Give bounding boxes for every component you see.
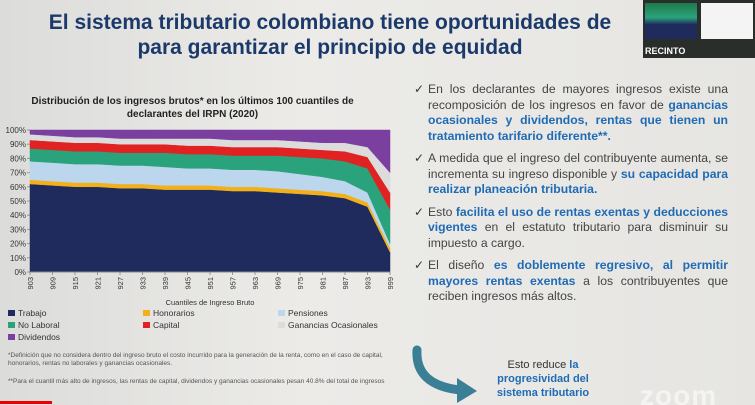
y-tick-label: 90% [10,140,26,149]
text: El diseño [428,258,494,272]
thumb-image [701,3,753,39]
bold-text: su capacidad para realizar planeación tr… [428,166,728,197]
bullet: ✓ El diseño es doblemente regresivo, al p… [414,258,728,305]
bullet: ✓ Esto facilita el uso de rentas exentas … [414,205,728,252]
y-tick-label: 30% [10,225,26,234]
x-tick-label: 981 [319,277,328,290]
x-tick-label: 987 [341,277,350,290]
thumb-image [645,3,697,39]
x-tick-label: 975 [296,277,305,290]
progress-bar[interactable] [0,401,52,404]
y-tick-label: 60% [10,183,26,192]
text: Esto reduce [507,359,570,371]
legend-swatch [8,310,15,316]
bold-text: facilita el uso de rentas exentas y dedu… [428,204,728,235]
check-icon: ✓ [414,82,425,96]
legend-label: Honorarios [153,308,195,318]
bold-text: ganancias ocasionales y dividendos, rent… [428,97,728,143]
text: Esto [428,204,456,219]
arrow [412,345,477,403]
y-tick-label: 80% [10,154,26,163]
legend-label: Pensiones [288,308,328,318]
legend-swatch [8,322,15,328]
x-tick-label: 903 [26,277,35,290]
chart-title: Distribución de los ingresos brutos* en … [31,96,354,120]
legend-swatch [143,322,150,328]
x-axis-label: Cuantiles de Ingreso Bruto [166,298,255,307]
y-tick-label: 0% [14,268,26,277]
bullet: ✓ En los declarantes de mayores ingresos … [414,82,728,144]
legend-label: Capital [153,320,180,330]
watermark: zoom [640,380,718,405]
bullet-list: ✓ En los declarantes de mayores ingresos … [414,82,728,312]
text: En los declarantes de mayores ingresos e… [428,82,728,112]
legend-swatch [8,334,15,340]
legend-swatch [278,310,285,316]
legend-label: Dividendos [18,332,60,342]
x-tick-label: 999 [386,277,395,290]
chart: 0% 10% 20% 30% 40% 50% 60% 70% 80% 90% 100% 903 909 9… [6,126,395,342]
title-line: para garantizar el principio de equidad [137,36,523,59]
x-tick-label: 939 [161,277,170,290]
area [29,129,391,174]
video-thumbnail[interactable]: RECINTO [643,0,755,58]
y-tick-label: 20% [10,240,26,249]
x-tick-label: 909 [49,277,58,290]
y-tick-label: 40% [10,211,26,220]
legend-swatch [278,322,285,328]
x-tick-label: 921 [94,277,103,290]
text: A medida que el ingreso del contribuyent… [428,151,728,181]
check-icon: ✓ [414,151,425,165]
thumb-label: RECINTO [645,46,686,56]
x-tick-label: 933 [139,277,148,290]
legend-swatch [143,310,150,316]
y-tick-label: 50% [10,197,26,206]
y-tick-label: 70% [10,169,26,178]
y-tick-label: 100% [6,126,26,135]
bold-text: es doblemente regresivo, al permitir may… [428,258,728,288]
footnote: **Para el cuantil más alto de ingresos, … [8,378,385,385]
bullet: ✓ A medida que el ingreso del contribuyen… [414,151,728,198]
text: en el estatuto tributario para disminuir… [428,220,728,250]
x-tick-label: 927 [116,277,125,290]
check-icon: ✓ [414,204,425,219]
slide-title: El sistema tributario colombiano tiene o… [30,10,630,60]
x-tick-label: 945 [184,277,193,290]
legend-label: Trabajo [18,308,47,318]
x-tick-label: 951 [206,277,215,290]
callout: Esto reduce la progresividad del sistema… [478,358,608,400]
text: a los contribuyentes que reciben ingreso… [428,273,728,304]
x-tick-label: 915 [71,277,80,290]
x-tick-label: 993 [364,277,373,290]
bold-text: la progresividad del sistema tributario [496,359,590,399]
legend-label: No Laboral [18,320,60,330]
y-tick-label: 10% [10,254,26,263]
x-tick-label: 969 [274,277,283,290]
footnote: *Definición que no considera dentro del … [8,352,383,367]
check-icon: ✓ [414,258,425,272]
x-tick-label: 957 [229,277,238,290]
title-line: El sistema tributario colombiano tiene o… [48,11,612,34]
x-tick-label: 963 [251,277,260,290]
legend-label: Ganancias Ocasionales [288,320,378,330]
